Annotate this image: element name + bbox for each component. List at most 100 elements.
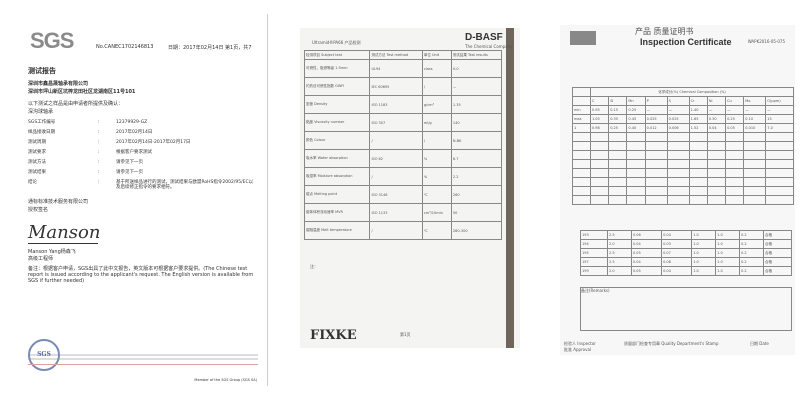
- table-cell: 合格: [763, 239, 792, 249]
- table-cell: [572, 87, 591, 97]
- table-cell: 合格: [763, 230, 792, 240]
- table-cell: [688, 168, 708, 178]
- table-cell: 1.40: [688, 105, 708, 115]
- field-label: SGS工作编号: [28, 120, 56, 125]
- table-cell: [572, 96, 591, 106]
- table-cell: 1.35: [450, 95, 503, 114]
- table-cell: [765, 177, 794, 187]
- table-cell: [725, 195, 745, 205]
- table-cell: Cr: [688, 96, 708, 106]
- table-cell: [688, 177, 708, 187]
- table-cell: [743, 177, 767, 187]
- table-cell: 单位 Unit: [421, 50, 452, 60]
- table-cell: [688, 132, 708, 142]
- table-row: [572, 150, 794, 160]
- table-cell: [589, 159, 610, 169]
- field-value: 基于所送样品进行的测试，测试结果与欧盟RoHS指令2002/95/EC以及后续修…: [116, 180, 254, 190]
- notes-label: 注：: [310, 264, 318, 269]
- table-cell: [743, 186, 767, 196]
- table-cell: [743, 159, 767, 169]
- table-cell: ISO 62: [369, 149, 423, 168]
- sgs-logo: SGS: [30, 28, 74, 53]
- member-text: Member of the SGS Group (SGS SA): [194, 378, 257, 382]
- table-cell: 2.5: [607, 257, 632, 267]
- table-cell: Cu: [725, 96, 745, 106]
- table-row: 化学成分(%) Chemical Composition (%): [572, 87, 795, 97]
- table-cell: 0.006: [666, 123, 690, 133]
- report-date: 日期：2017年02月14日 第1页，共7: [168, 45, 252, 51]
- table-cell: 黏度 Viscosity number: [303, 113, 371, 132]
- table-cell: min: [572, 105, 591, 115]
- table-cell: [765, 195, 794, 205]
- table-cell: 280-300: [450, 221, 503, 240]
- table-row: [572, 195, 794, 205]
- table-cell: [725, 168, 745, 178]
- certificate-number: WAPK2016-05-075: [747, 39, 785, 44]
- table-cell: [589, 195, 610, 205]
- basf-logo: D-BASF: [465, 32, 503, 43]
- table-cell: 2.2: [450, 167, 503, 186]
- table-cell: [608, 150, 628, 160]
- field-label: 测试方法: [28, 160, 46, 165]
- intro-text: 以下测试之样品是由申请者所提供及确认：: [28, 101, 124, 107]
- table-row: 199 2.0 0.05 0.04 1.0 1.0 0.2 合格: [579, 266, 792, 276]
- table-cell: [725, 186, 745, 196]
- table-cell: [765, 141, 794, 151]
- table-cell: [644, 186, 668, 196]
- field-label: 测试周期: [28, 140, 46, 145]
- table-row: 吸水率 Water absorption ISO 62% 6.7: [303, 149, 503, 168]
- table-cell: [688, 195, 708, 205]
- company-address: 深圳市坪山新区坑梓龙田社区龙湖南区11号101: [28, 89, 136, 95]
- table-cell: 0.04: [630, 257, 663, 267]
- table-cell: [666, 195, 690, 205]
- table-cell: 0.40: [626, 123, 646, 133]
- table-cell: 0.2: [739, 230, 765, 240]
- title-en: Inspection Certificate: [640, 37, 732, 47]
- table-cell: [706, 177, 727, 187]
- table-cell: [743, 141, 767, 151]
- table-cell: [644, 141, 668, 151]
- table-cell: [589, 177, 610, 187]
- table-cell: 1.0: [715, 248, 741, 258]
- table-row: 195 2.5 0.05 0.07 1.0 1.0 0.2 合格: [579, 248, 792, 258]
- table-cell: [644, 132, 668, 142]
- table-cell: ℃: [421, 221, 452, 240]
- table-cell: [706, 150, 727, 160]
- table-row: max 1.05 0.35 0.45 0.025 0.025 1.65 0.30 0.25 0.1…: [572, 114, 794, 124]
- remarks-box: 备注(Remarks): [580, 287, 792, 331]
- table-cell: —: [706, 105, 727, 115]
- table-cell: /: [421, 77, 452, 96]
- table-cell: UL94: [369, 59, 423, 78]
- date-label: 日期 Date: [750, 341, 769, 346]
- table-cell: 194: [579, 239, 609, 249]
- field-colon: :: [98, 130, 100, 135]
- table-cell: C: [589, 96, 610, 106]
- table-cell: 0.25: [725, 114, 745, 124]
- table-cell: [666, 150, 690, 160]
- table-cell: 1.0: [691, 257, 717, 267]
- table-cell: [706, 132, 727, 142]
- table-cell: 吸水率 Water absorption: [303, 149, 371, 168]
- table-cell: 0.04: [630, 239, 663, 249]
- table-cell: 0.2: [739, 239, 765, 249]
- field-colon: :: [98, 150, 100, 155]
- table-cell: 1.0: [715, 239, 741, 249]
- table-cell: 6.7: [450, 149, 503, 168]
- table-cell: %: [421, 167, 452, 186]
- table-cell: —: [450, 77, 503, 96]
- inspection-results-table: 193 2.5 0.06 0.04 1.0 1.0 0.2 合格 194 2.0 0.04 0.03 1…: [579, 230, 792, 276]
- field-label: 测试要求: [28, 150, 46, 155]
- table-cell: 2.0: [607, 266, 632, 276]
- page-number: 第1页: [400, 332, 411, 337]
- table-cell: [725, 141, 745, 151]
- table-cell: 0.010: [743, 123, 767, 133]
- table-cell: /: [421, 131, 452, 150]
- fixke-logo: FIXKE: [310, 328, 357, 343]
- table-cell: ISO 307: [369, 113, 423, 132]
- table-cell: [644, 177, 668, 187]
- table-cell: [688, 159, 708, 169]
- table-cell: [765, 132, 794, 142]
- field-value: 12379929-GZ: [116, 120, 148, 125]
- table-row: [572, 168, 794, 178]
- table-cell: [572, 186, 591, 196]
